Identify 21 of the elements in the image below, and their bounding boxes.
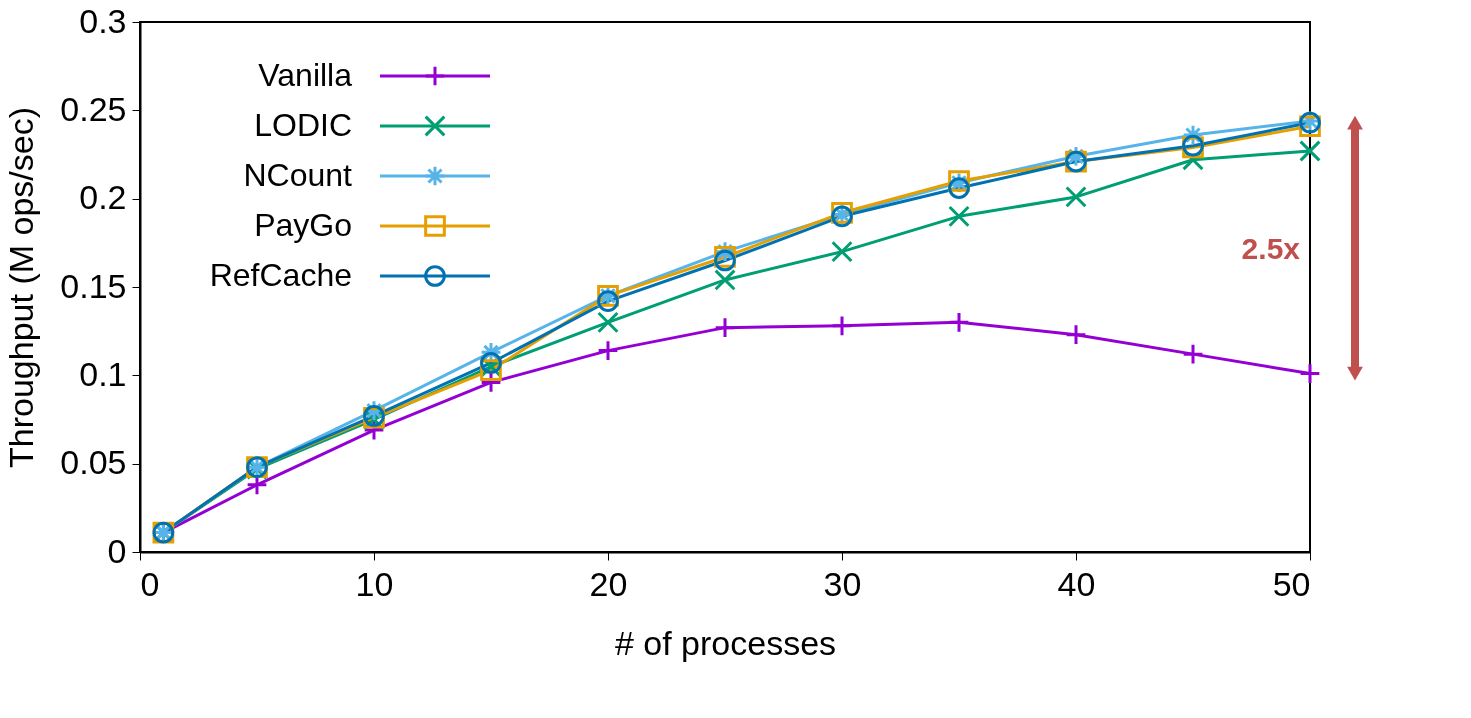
legend-label: PayGo (254, 207, 352, 243)
x-tick-label: 10 (355, 564, 394, 603)
x-tick-label: 30 (823, 564, 862, 603)
y-tick-label: 0.25 (60, 89, 127, 128)
y-tick-label: 0.1 (79, 354, 127, 393)
y-tick-label: 0.15 (60, 266, 127, 305)
x-tick-label: 40 (1057, 564, 1096, 603)
x-tick-label: 50 (1272, 564, 1311, 603)
legend-label: RefCache (209, 257, 352, 293)
y-tick-label: 0.3 (79, 1, 127, 40)
y-axis-title: Throughput (M ops/sec) (2, 107, 41, 468)
x-axis-title: # of processes (614, 623, 837, 662)
y-tick-label: 0.2 (79, 178, 127, 217)
y-tick-label: 0 (107, 531, 127, 570)
annotation: 2.5x (1241, 231, 1301, 265)
x-tick-label: 0 (140, 564, 160, 603)
legend-label: LODIC (254, 107, 352, 143)
x-tick-label: 20 (589, 564, 628, 603)
legend-label: Vanilla (258, 57, 353, 93)
y-tick-label: 0.05 (60, 443, 127, 482)
legend-label: NCount (243, 157, 353, 193)
